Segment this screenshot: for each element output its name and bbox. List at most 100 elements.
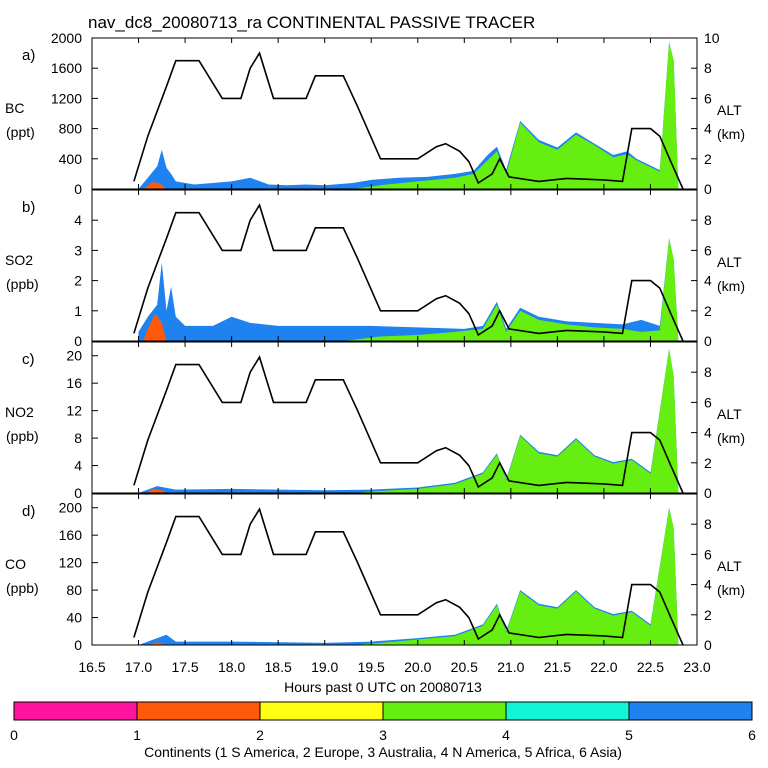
plot-frame [91,37,698,190]
y-tick-label: 120 [59,555,83,571]
panel-so2: 0 1 2 3 4 0 2 4 6 8 b) SO2 (ppb) ALT (km) [5,189,745,349]
species-label: NO2 [5,404,34,420]
series-n-america [138,348,679,493]
y-tick-label: 0 [74,485,82,501]
x-tick-label: 16.5 [78,659,105,675]
y2-tick-label: 2 [704,607,712,623]
x-tick-label: 21.0 [497,659,524,675]
series-s-america [143,182,167,189]
y2-tick-label: 2 [704,151,712,167]
y2-tick-label: 0 [704,333,712,349]
species-label: BC [5,100,24,116]
x-tick-label: 22.0 [590,659,617,675]
colorbar-tick-label: 4 [502,727,510,743]
series-n-america [138,507,679,645]
colorbar-label: Continents (1 S America, 2 Europe, 3 Aus… [144,744,622,760]
x-tick-label: 22.5 [637,659,664,675]
y2-tick-label: 2 [704,455,712,471]
panels: 04008001200160020000246810a)BC(ppt)ALT(k… [5,30,745,675]
x-tick-label: 17.5 [171,659,198,675]
colorbar-segment [382,701,507,721]
plot-frame [91,189,698,342]
x-tick-label: 17.0 [125,659,152,675]
panel-bc: 0 400 800 1200 1600 2000 0 2 4 6 8 10 a) BC (ppt) ALT (k… [5,30,745,197]
y2-tick-label: 0 [704,637,712,653]
colorbar-segment [13,701,138,721]
series-n-america [138,41,679,189]
y-tick-label: 2 [74,273,82,289]
x-tick-label: 20.5 [451,659,478,675]
x-tick-label: 23.0 [683,659,710,675]
y-tick-label: 0 [74,333,82,349]
colorbar: 0 1 2 3 4 5 6 [10,701,756,743]
y-tick-label: 80 [66,582,82,598]
panel-co: 0 40 80 120 160 200 0 2 4 6 8 d) CO (ppb) ALT (km) [5,493,745,653]
y-tick-label: 1 [74,303,82,319]
species-label: SO2 [5,252,33,268]
series-s-america [143,313,167,341]
y2-tick-label: 4 [704,121,712,137]
series-n-america [138,238,679,341]
x-tick-label: 18.5 [265,659,292,675]
y-tick-label: 400 [59,151,83,167]
y2-tick-label: 4 [704,577,712,593]
altitude-unit-label: (km) [717,126,745,142]
y2-tick-label: 8 [704,60,712,76]
y2-tick-label: 6 [704,394,712,410]
colorbar-tick-label: 0 [10,727,18,743]
y-tick-label: 0 [74,637,82,653]
unit-label: (ppt) [6,124,35,140]
altitude-label: ALT [717,102,742,118]
altitude-line [133,507,684,646]
y-tick-label: 12 [66,403,82,419]
y-tick-label: 3 [74,242,82,258]
colorbar-segment [505,701,630,721]
chart-title: nav_dc8_20080713_ra CONTINENTAL PASSIVE … [88,13,535,32]
altitude-unit-label: (km) [717,430,745,446]
y2-tick-label: 4 [704,425,712,441]
altitude-line [133,51,684,190]
y2-tick-label: 0 [704,181,712,197]
series-s-america [147,642,167,645]
x-axis-label: Hours past 0 UTC on 20080713 [284,679,482,695]
altitude-line [133,203,684,342]
panel-label: b) [22,199,35,216]
y-tick-label: 200 [59,500,83,516]
panel-label: c) [22,351,35,368]
colorbar-tick-label: 6 [748,727,756,743]
y2-tick-label: 8 [704,364,712,380]
altitude-label: ALT [717,558,742,574]
series-s-america [147,488,167,493]
x-tick-label: 18.0 [218,659,245,675]
altitude-line [133,355,684,494]
colorbar-segment [259,701,384,721]
y-tick-label: 800 [59,121,83,137]
panel-label: a) [22,47,35,64]
y-tick-label: 16 [66,375,82,391]
y2-tick-label: 2 [704,303,712,319]
x-tick-label: 21.5 [544,659,571,675]
y-tick-label: 4 [74,212,82,228]
panel-label: d) [22,503,35,520]
altitude-label: ALT [717,406,742,422]
colorbar-tick-label: 1 [133,727,141,743]
y2-tick-label: 4 [704,273,712,289]
y-tick-label: 1600 [51,60,82,76]
colorbar-tick-label: 2 [256,727,264,743]
y-tick-label: 4 [74,458,82,474]
series-asia [138,238,679,341]
altitude-label: ALT [717,254,742,270]
altitude-unit-label: (km) [717,278,745,294]
y-tick-label: 2000 [51,30,82,46]
plot-frame [91,341,698,494]
x-tick-label: 19.0 [311,659,338,675]
y2-tick-label: 6 [704,90,712,106]
panel-no2: 0 4 8 12 16 20 0 2 4 6 8 c) NO2 (ppb) ALT (km) [5,341,745,501]
y2-tick-label: 0 [704,485,712,501]
y-tick-label: 20 [66,348,82,364]
y2-tick-label: 6 [704,546,712,562]
plot-frame [91,493,698,646]
y-tick-label: 40 [66,610,82,626]
colorbar-segment [136,701,261,721]
